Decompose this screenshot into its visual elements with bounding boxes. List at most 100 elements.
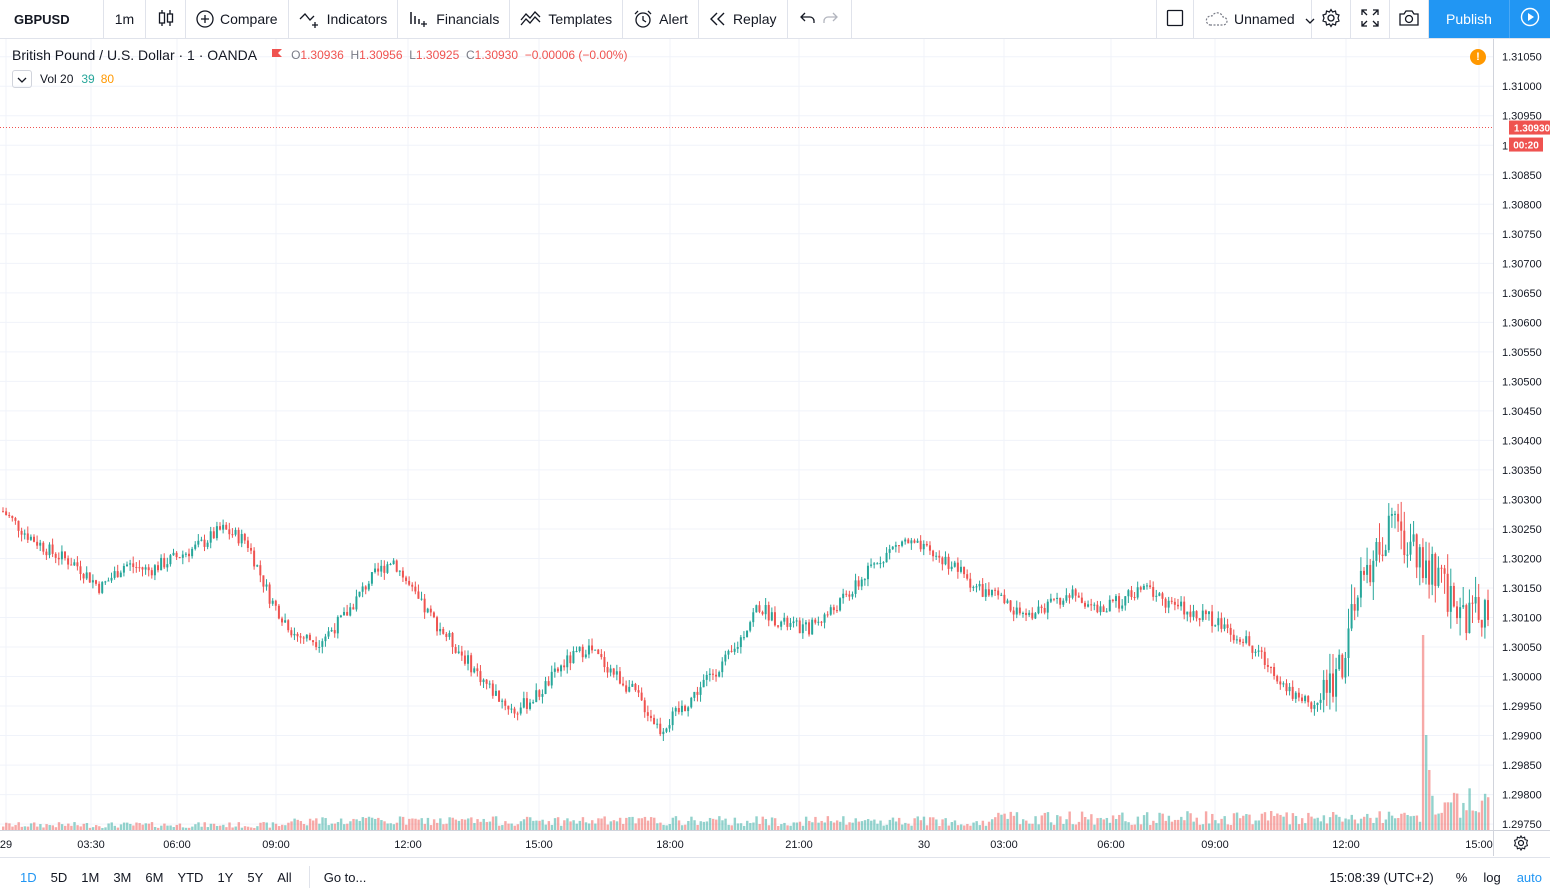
range-5d[interactable]: 5D bbox=[50, 869, 68, 885]
candle-body bbox=[770, 612, 773, 621]
volume-bar bbox=[1114, 819, 1118, 830]
compare-label: Compare bbox=[220, 11, 278, 27]
volume-bar bbox=[656, 823, 659, 830]
volume-bar bbox=[690, 816, 693, 830]
candle-body bbox=[240, 534, 243, 544]
volume-bar bbox=[730, 825, 733, 830]
volume-bar bbox=[823, 822, 826, 830]
volume-bar bbox=[33, 822, 36, 830]
candle-body bbox=[60, 551, 63, 560]
time-tick-label: 06:00 bbox=[163, 839, 191, 851]
templates-button[interactable]: Templates bbox=[510, 0, 624, 38]
volume-bar bbox=[606, 824, 609, 830]
range-5y[interactable]: 5Y bbox=[247, 869, 264, 885]
axis-settings-icon[interactable] bbox=[1513, 834, 1529, 852]
range-3m[interactable]: 3M bbox=[113, 869, 132, 885]
undo-icon[interactable] bbox=[800, 11, 816, 28]
volume-bar bbox=[172, 827, 175, 830]
volume-bar bbox=[1149, 824, 1152, 830]
volume-bar bbox=[857, 821, 861, 830]
volume-bar bbox=[615, 821, 619, 830]
select-layout-button[interactable] bbox=[1156, 0, 1194, 38]
price-tick-label: 1.30250 bbox=[1502, 524, 1542, 536]
candle-body bbox=[1238, 639, 1241, 642]
range-1m[interactable]: 1M bbox=[81, 869, 100, 885]
candle-body bbox=[916, 540, 919, 543]
candle-body bbox=[1102, 606, 1105, 612]
redo-icon[interactable] bbox=[822, 11, 838, 28]
range-1d[interactable]: 1D bbox=[20, 869, 37, 885]
interval-button[interactable]: 1m bbox=[104, 0, 146, 38]
volume-bar bbox=[550, 824, 554, 830]
candle-body bbox=[302, 637, 305, 639]
fullscreen-button[interactable] bbox=[1351, 0, 1390, 38]
candle-body bbox=[978, 584, 981, 587]
candle-body bbox=[1353, 604, 1356, 611]
indicators-button[interactable]: Indicators bbox=[289, 0, 399, 38]
candle-body bbox=[1018, 607, 1021, 614]
candle-body bbox=[1142, 585, 1145, 590]
alert-button[interactable]: Alert bbox=[623, 0, 699, 38]
legend-collapse-button[interactable] bbox=[12, 70, 32, 88]
volume-bar bbox=[963, 825, 966, 830]
candle-body bbox=[1074, 589, 1077, 596]
flag-icon[interactable] bbox=[271, 47, 283, 63]
layout-name-button[interactable]: Unnamed bbox=[1194, 0, 1315, 38]
volume-bar bbox=[770, 817, 774, 830]
volume-bar bbox=[1459, 817, 1462, 830]
candle-body bbox=[811, 619, 814, 635]
chart-pane[interactable]: 1.310501.310001.309501.309001.308501.308… bbox=[0, 39, 1550, 856]
candle-body bbox=[1266, 664, 1269, 667]
ohlc-values: O1.30936 H1.30956 L1.30925 C1.30930 −0.0… bbox=[291, 48, 628, 62]
volume-bar bbox=[1443, 802, 1446, 830]
goto-button[interactable]: Go to... bbox=[308, 866, 366, 888]
candle-body bbox=[1136, 587, 1139, 598]
auto-toggle[interactable]: auto bbox=[1516, 869, 1542, 885]
symbol-search-button[interactable]: GBPUSD bbox=[0, 0, 104, 38]
replay-label: Replay bbox=[732, 11, 777, 27]
snapshot-button[interactable] bbox=[1390, 0, 1429, 38]
volume-bar bbox=[817, 822, 820, 830]
volume-bar bbox=[1111, 815, 1115, 830]
volume-bar bbox=[643, 816, 647, 830]
volume-bar bbox=[525, 816, 529, 830]
candle-body bbox=[488, 683, 491, 685]
financials-button[interactable]: Financials bbox=[398, 0, 511, 38]
candle-body bbox=[1204, 610, 1207, 615]
price-chart[interactable]: 1.310501.310001.309501.309001.308501.308… bbox=[0, 39, 1550, 856]
candle-body bbox=[8, 515, 11, 517]
indicators-icon bbox=[299, 10, 321, 28]
candles-icon bbox=[158, 9, 174, 30]
volume-bar bbox=[727, 824, 730, 830]
volume-bar bbox=[854, 818, 857, 830]
volume-bar bbox=[1105, 817, 1109, 830]
publish-video-button[interactable] bbox=[1509, 0, 1550, 38]
log-toggle[interactable]: log bbox=[1483, 869, 1501, 885]
warning-icon[interactable]: ! bbox=[1470, 49, 1486, 65]
range-1y[interactable]: 1Y bbox=[217, 869, 234, 885]
candle-body bbox=[699, 687, 702, 695]
candle-body bbox=[981, 584, 984, 597]
percent-toggle[interactable]: % bbox=[1455, 869, 1468, 885]
range-all[interactable]: All bbox=[277, 869, 292, 885]
replay-button[interactable]: Replay bbox=[699, 0, 788, 38]
volume-bar bbox=[339, 818, 343, 830]
chart-style-button[interactable] bbox=[146, 0, 186, 38]
candle-body bbox=[426, 608, 429, 613]
volume-bar bbox=[1409, 816, 1412, 830]
candle-body bbox=[141, 567, 144, 570]
compare-button[interactable]: Compare bbox=[186, 0, 289, 38]
settings-button[interactable] bbox=[1312, 0, 1351, 38]
clock-label[interactable]: 15:08:39 (UTC+2) bbox=[1329, 869, 1434, 885]
range-6m[interactable]: 6M bbox=[145, 869, 164, 885]
volume-bar bbox=[842, 816, 845, 830]
volume-bar bbox=[888, 819, 892, 830]
volume-bar bbox=[498, 825, 501, 830]
candle-body bbox=[29, 536, 32, 540]
volume-bar bbox=[975, 821, 978, 830]
volume-bar bbox=[1248, 814, 1251, 830]
publish-button[interactable]: Publish bbox=[1429, 0, 1509, 38]
candle-body bbox=[110, 577, 113, 581]
candle-body bbox=[671, 711, 674, 726]
range-ytd[interactable]: YTD bbox=[177, 869, 204, 885]
